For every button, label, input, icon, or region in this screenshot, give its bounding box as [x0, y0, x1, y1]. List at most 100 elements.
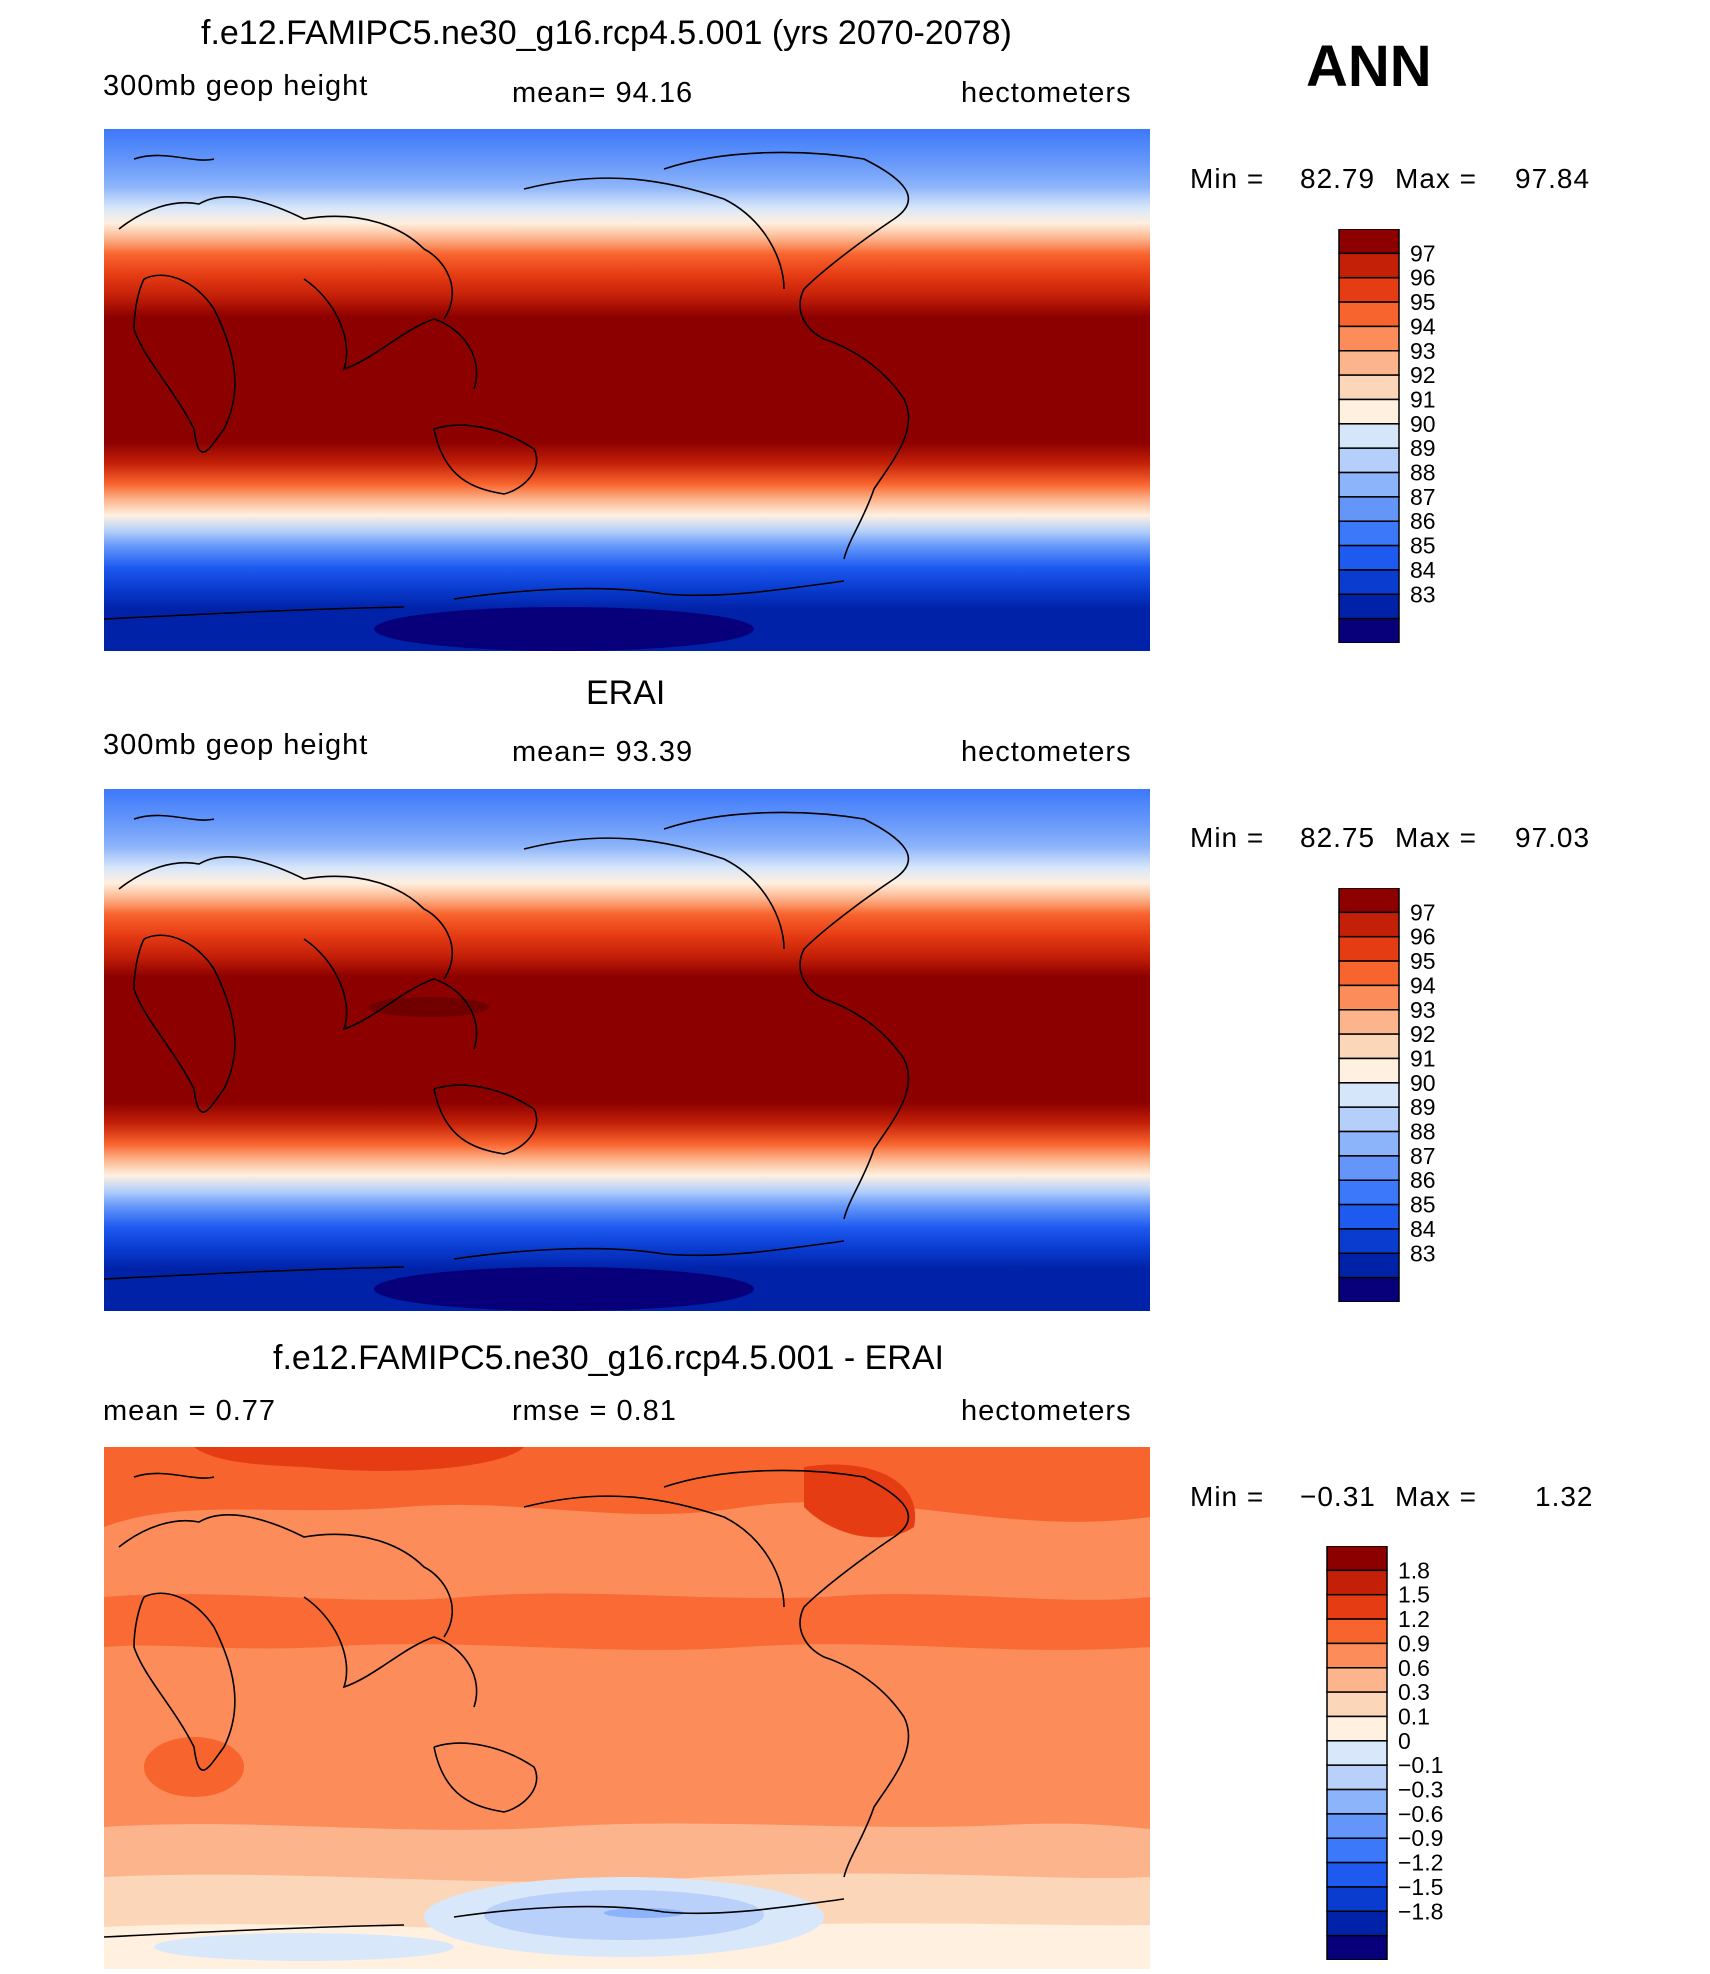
- colorbar-swatch: [1338, 447, 1400, 474]
- colorbar-swatch: [1338, 960, 1400, 987]
- colorbar-swatch: [1338, 569, 1400, 596]
- panel3-arctic-high: [194, 1447, 524, 1471]
- panel2-max-label: Max =: [1395, 822, 1478, 853]
- colorbar-swatch: [1326, 1569, 1388, 1596]
- panel1-map: [104, 129, 1150, 651]
- panel3-sw-negative: [154, 1933, 454, 1961]
- panel3-max-value: 1.32: [1535, 1481, 1594, 1512]
- colorbar-label: 92: [1410, 362, 1436, 388]
- colorbar-label: 97: [1410, 899, 1436, 925]
- panel1-min-value: 82.79: [1300, 163, 1376, 194]
- panel3-mean-label: mean = 0.77: [103, 1395, 277, 1427]
- panel2-antarctic-minimum: [374, 1267, 754, 1311]
- colorbar-label: 86: [1410, 1167, 1436, 1193]
- colorbar-swatch: [1338, 1276, 1400, 1302]
- colorbar-swatch: [1338, 229, 1400, 255]
- panel3-title: f.e12.FAMIPC5.ne30_g16.rcp4.5.001 - ERAI: [273, 1339, 944, 1377]
- colorbar-label: 93: [1410, 997, 1436, 1023]
- panel1-coastlines: [104, 151, 910, 620]
- colorbar-swatch: [1338, 325, 1400, 352]
- panel3-colorbar: 1.81.51.20.90.60.30.10−0.1−0.3−0.6−0.9−1…: [1326, 1546, 1443, 1960]
- colorbar-swatch: [1326, 1886, 1388, 1913]
- colorbar-label: −0.9: [1398, 1825, 1443, 1851]
- panel2-min-label: Min =: [1190, 822, 1265, 853]
- colorbar-label: 0.6: [1398, 1655, 1430, 1681]
- colorbar-swatch: [1338, 1057, 1400, 1084]
- colorbar-label: 97: [1410, 240, 1436, 266]
- colorbar-label: 87: [1410, 1143, 1436, 1169]
- panel3-canada-high: [804, 1464, 916, 1538]
- panel2-max-value: 97.03: [1515, 822, 1591, 853]
- colorbar-swatch: [1326, 1813, 1388, 1839]
- colorbar-label: −0.1: [1398, 1752, 1443, 1778]
- colorbar-label: 88: [1410, 460, 1436, 486]
- colorbar-swatch: [1338, 888, 1400, 914]
- colorbar-swatch: [1338, 1155, 1400, 1181]
- panel1-antarctic-minimum: [374, 607, 754, 651]
- panel1-units-label: hectometers: [961, 77, 1132, 109]
- colorbar-swatch: [1326, 1715, 1388, 1742]
- colorbar-label: 87: [1410, 484, 1436, 510]
- colorbar-swatch: [1338, 252, 1400, 279]
- colorbar-label: 95: [1410, 289, 1436, 315]
- colorbar-swatch: [1338, 520, 1400, 547]
- panel2-coastlines: [104, 811, 910, 1280]
- panel3-min-value: −0.31: [1300, 1481, 1376, 1512]
- colorbar-swatch: [1326, 1618, 1388, 1645]
- colorbar-label: 85: [1410, 1192, 1436, 1218]
- colorbar-swatch: [1326, 1788, 1388, 1815]
- colorbar-label: 93: [1410, 338, 1436, 364]
- colorbar-label: 0.9: [1398, 1630, 1430, 1656]
- panel2-variable-label: 300mb geop height: [103, 729, 369, 761]
- colorbar-label: −1.8: [1398, 1898, 1443, 1924]
- colorbar-swatch: [1338, 1228, 1400, 1255]
- colorbar-label: 92: [1410, 1021, 1436, 1047]
- panel3-negative-min: [604, 1908, 684, 1918]
- panel2-warm-pool-maximum: [369, 997, 489, 1017]
- colorbar-label: −1.2: [1398, 1850, 1443, 1876]
- colorbar-label: −0.6: [1398, 1801, 1443, 1827]
- panel3-rmse-label: rmse = 0.81: [512, 1395, 677, 1427]
- panel1-field: [104, 129, 1150, 651]
- panel3-map: [104, 1447, 1150, 1969]
- colorbar-swatch: [1338, 374, 1400, 401]
- colorbar-swatch: [1338, 398, 1400, 425]
- colorbar-label: 96: [1410, 924, 1436, 950]
- panel2-map: [104, 789, 1150, 1311]
- colorbar-label: 83: [1410, 1240, 1436, 1266]
- colorbar-swatch: [1338, 1252, 1400, 1279]
- colorbar-label: 94: [1410, 313, 1436, 339]
- colorbar-label: 1.2: [1398, 1606, 1430, 1632]
- colorbar-swatch: [1326, 1837, 1388, 1864]
- colorbar-swatch: [1338, 1130, 1400, 1157]
- colorbar-swatch: [1326, 1546, 1388, 1572]
- colorbar-label: 0.1: [1398, 1703, 1430, 1729]
- panel3-coastlines: [104, 1469, 910, 1938]
- colorbar-swatch: [1338, 423, 1400, 449]
- panel1-max-label: Max =: [1395, 163, 1478, 194]
- colorbar-swatch: [1326, 1642, 1388, 1669]
- colorbar-label: 91: [1410, 386, 1436, 412]
- colorbar-swatch: [1338, 1203, 1400, 1230]
- colorbar-swatch: [1338, 617, 1400, 643]
- panel3-midlat-band: [104, 1593, 1150, 1650]
- colorbar-swatch: [1338, 1009, 1400, 1035]
- colorbar-label: 84: [1410, 557, 1436, 583]
- colorbar-swatch: [1338, 544, 1400, 571]
- panel1-title: f.e12.FAMIPC5.ne30_g16.rcp4.5.001 (yrs 2…: [201, 14, 1012, 52]
- colorbar-swatch: [1338, 911, 1400, 938]
- colorbar-label: −1.5: [1398, 1874, 1443, 1900]
- colorbar-swatch: [1338, 1033, 1400, 1060]
- colorbar-label: 89: [1410, 1094, 1436, 1120]
- colorbar-swatch: [1338, 1179, 1400, 1206]
- colorbar-label: 91: [1410, 1045, 1436, 1071]
- colorbar-label: 89: [1410, 435, 1436, 461]
- colorbar-swatch: [1326, 1740, 1388, 1766]
- panel2-units-label: hectometers: [961, 736, 1132, 768]
- colorbar-label: 84: [1410, 1216, 1436, 1242]
- colorbar-label: 1.5: [1398, 1582, 1430, 1608]
- colorbar-swatch: [1326, 1910, 1388, 1937]
- panel2-mean-label: mean= 93.39: [512, 736, 694, 768]
- colorbar-swatch: [1338, 1082, 1400, 1108]
